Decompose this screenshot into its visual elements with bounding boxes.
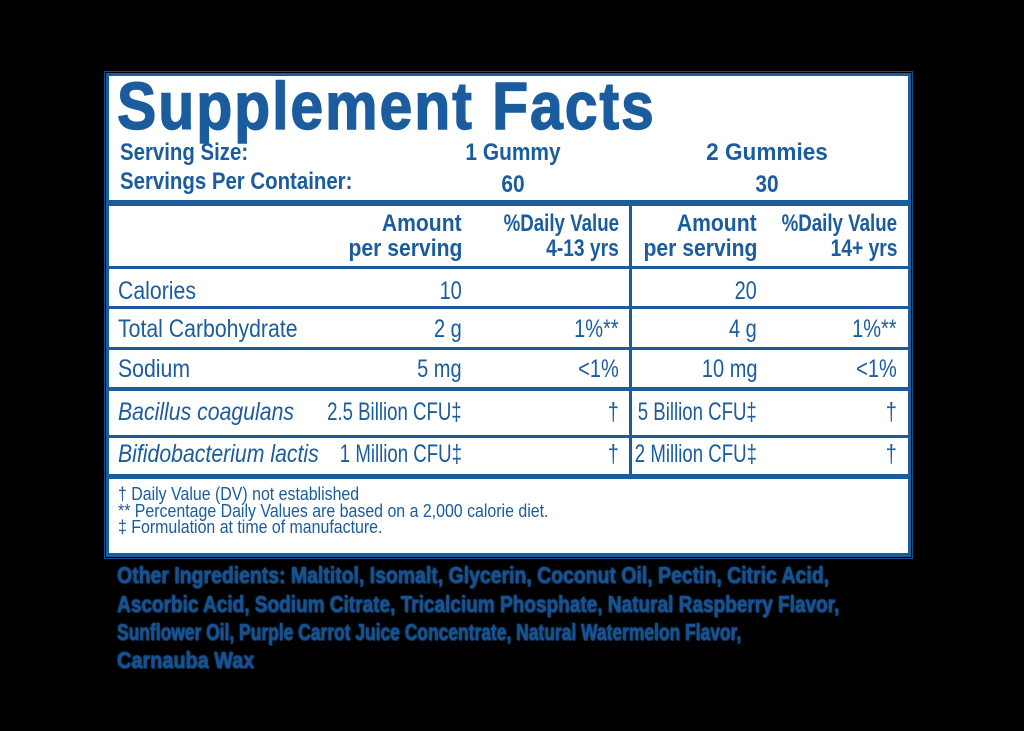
row-bifidobacterium-amount-right: 2 Million CFU‡ xyxy=(634,440,757,469)
footnote-percent-dv: ** Percentage Daily Values are based on … xyxy=(117,499,548,521)
panel-title: Supplement Facts xyxy=(116,68,729,144)
row-separator xyxy=(109,474,908,479)
row-separator xyxy=(109,434,908,438)
row-bifidobacterium-dv-left: † xyxy=(607,440,619,469)
row-bifidobacterium-amount-left: 1 Million CFU‡ xyxy=(339,440,462,469)
column-group-divider xyxy=(629,205,632,479)
row-carbohydrate-amount-right: 4 g xyxy=(729,314,757,343)
other-ingredients-line-1: Other Ingredients: Maltitol, Isomalt, Gl… xyxy=(117,562,830,588)
row-sodium-dv-right: <1% xyxy=(856,354,897,383)
thick-divider-bar xyxy=(109,200,908,206)
serving-size-label: Serving Size: xyxy=(119,138,248,166)
other-ingredients-line-3: Sunflower Oil, Purple Carrot Juice Conce… xyxy=(117,619,742,645)
panel-title-text: Supplement Facts xyxy=(116,68,656,144)
footnote-formulation: ‡ Formulation at time of manufacture. xyxy=(117,515,382,537)
row-separator xyxy=(109,305,908,309)
supplement-facts-panel: Supplement Facts Serving Size: 1 Gummy 2… xyxy=(103,68,914,560)
servings-per-container-label: Servings Per Container: xyxy=(119,168,352,196)
header-dv-left: %Daily Value 4-13 yrs xyxy=(503,209,619,262)
servings-count-col2: 30 xyxy=(755,170,779,198)
row-bifidobacterium-name: Bifidobacterium lactis xyxy=(117,440,319,469)
row-separator xyxy=(109,266,908,269)
header-amount-right: Amount per serving xyxy=(643,209,757,262)
footnote-daily-value: † Daily Value (DV) not established xyxy=(117,482,359,504)
row-sodium-amount-right: 10 mg xyxy=(701,354,757,383)
row-bacillus-name: Bacillus coagulans xyxy=(117,397,294,426)
header-amount-left: Amount per serving xyxy=(348,209,462,262)
row-calories-name: Calories xyxy=(117,276,196,305)
row-carbohydrate-dv-right: 1%** xyxy=(852,314,897,343)
row-separator xyxy=(109,387,908,391)
row-calories-amount-left: 10 xyxy=(439,276,462,305)
row-bacillus-amount-left: 2.5 Billion CFU‡ xyxy=(327,397,462,426)
row-bifidobacterium-dv-right: † xyxy=(885,440,897,469)
row-sodium-name: Sodium xyxy=(117,354,190,383)
row-sodium-dv-left: <1% xyxy=(578,354,619,383)
row-bacillus-amount-right: 5 Billion CFU‡ xyxy=(637,397,757,426)
row-carbohydrate-dv-left: 1%** xyxy=(574,314,619,343)
other-ingredients-line-4: Carnauba Wax xyxy=(117,647,255,673)
row-sodium-amount-left: 5 mg xyxy=(417,354,462,383)
row-calories-amount-right: 20 xyxy=(734,276,757,305)
header-dv-right: %Daily Value 14+ yrs xyxy=(781,209,897,262)
serving-size-value-col1: 1 Gummy xyxy=(464,138,561,166)
row-bacillus-dv-right: † xyxy=(885,397,897,426)
row-bacillus-dv-left: † xyxy=(607,397,619,426)
serving-size-value-col2: 2 Gummies xyxy=(706,138,828,166)
row-carbohydrate-amount-left: 2 g xyxy=(434,314,462,343)
row-separator xyxy=(109,346,908,350)
row-carbohydrate-name: Total Carbohydrate xyxy=(117,314,298,343)
other-ingredients-line-2: Ascorbic Acid, Sodium Citrate, Tricalciu… xyxy=(117,590,840,617)
servings-count-col1: 60 xyxy=(500,170,525,198)
